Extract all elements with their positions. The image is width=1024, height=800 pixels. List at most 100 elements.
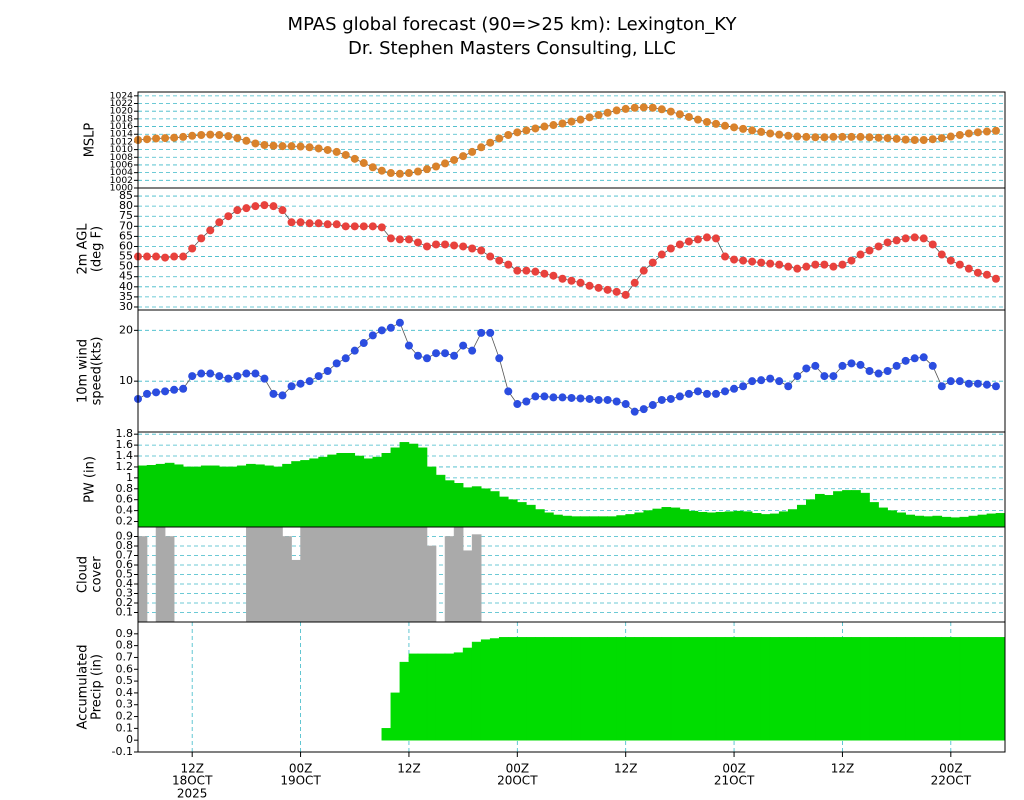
bar — [498, 637, 509, 741]
bar — [887, 637, 897, 741]
bar — [815, 493, 825, 528]
bar — [571, 637, 581, 741]
bar — [995, 637, 1006, 741]
bar — [679, 637, 690, 741]
point — [314, 144, 323, 153]
point — [395, 169, 404, 178]
point — [377, 166, 386, 175]
y-axis-label: cover — [90, 556, 105, 593]
bar — [643, 637, 654, 741]
bar — [760, 637, 771, 741]
point — [630, 103, 639, 112]
y-tick-label: 0.8 — [116, 539, 134, 552]
bar — [923, 516, 934, 528]
bar — [300, 526, 310, 623]
point — [928, 240, 937, 249]
point — [404, 169, 413, 178]
y-tick-label: 1004 — [110, 167, 134, 178]
point — [269, 389, 278, 398]
point — [432, 349, 441, 358]
bar — [661, 637, 672, 741]
point — [784, 131, 793, 140]
point — [549, 121, 558, 130]
bar — [806, 499, 816, 528]
y-axis-label: 10m wind — [76, 339, 91, 403]
point — [441, 159, 450, 168]
bar — [535, 509, 545, 528]
bar — [372, 526, 383, 623]
y-axis-label: 2m AGL — [76, 223, 91, 275]
y-tick-label: 1010 — [110, 144, 134, 155]
x-tick-label: 12Z — [831, 762, 855, 776]
y-tick-label: 1008 — [110, 152, 134, 163]
bar — [932, 637, 943, 741]
bar — [589, 637, 599, 741]
bar — [354, 526, 365, 623]
point — [712, 234, 720, 243]
point — [991, 382, 1000, 391]
point — [215, 218, 224, 227]
point — [522, 266, 531, 275]
point — [657, 105, 666, 114]
bar — [453, 483, 464, 528]
point — [793, 264, 802, 273]
y-tick-label: 0.3 — [116, 698, 134, 711]
y-tick-label: 0.8 — [116, 482, 134, 495]
point — [919, 353, 928, 362]
bar — [598, 516, 608, 528]
y-tick-label: 1 — [126, 471, 133, 484]
point — [757, 127, 766, 136]
point — [883, 367, 892, 375]
y-tick-label: 1022 — [110, 98, 133, 109]
bar — [733, 510, 744, 528]
bar — [209, 465, 220, 528]
point — [648, 103, 657, 112]
point — [612, 106, 621, 115]
bar — [724, 637, 735, 741]
point — [377, 326, 386, 335]
point — [982, 270, 991, 279]
point — [423, 354, 431, 363]
bar — [182, 466, 193, 528]
point — [224, 212, 233, 221]
bar — [273, 526, 283, 623]
point — [576, 278, 585, 287]
point — [991, 126, 1000, 135]
point — [684, 237, 693, 246]
bar — [191, 466, 202, 528]
point — [269, 141, 278, 150]
point — [802, 364, 811, 373]
point — [910, 233, 919, 242]
point — [287, 218, 296, 227]
point — [910, 136, 919, 144]
y-tick-label: 0.2 — [116, 596, 134, 609]
point — [693, 235, 702, 244]
point — [928, 135, 937, 144]
y-tick-label: 1.6 — [116, 438, 134, 451]
point — [197, 369, 206, 378]
bar — [264, 465, 274, 528]
bar — [607, 637, 617, 741]
point — [865, 367, 874, 375]
point — [838, 361, 847, 370]
bar — [580, 637, 590, 741]
point — [432, 162, 441, 171]
bar — [787, 637, 798, 741]
bar — [715, 511, 726, 528]
y-tick-label: 1006 — [110, 159, 134, 170]
bar — [255, 464, 265, 528]
bar — [489, 491, 500, 528]
point — [585, 281, 594, 290]
y-tick-label: 75 — [119, 209, 133, 222]
bar — [806, 637, 816, 741]
panel-frame — [137, 91, 1006, 189]
bar — [282, 536, 292, 623]
y-tick-label: 65 — [119, 229, 133, 242]
point — [937, 382, 946, 391]
bar — [146, 465, 157, 528]
bar — [977, 514, 988, 528]
x-date-label: 20OCT — [497, 774, 538, 788]
bar — [173, 464, 184, 528]
point — [693, 387, 702, 396]
y-tick-label: 55 — [119, 250, 133, 263]
